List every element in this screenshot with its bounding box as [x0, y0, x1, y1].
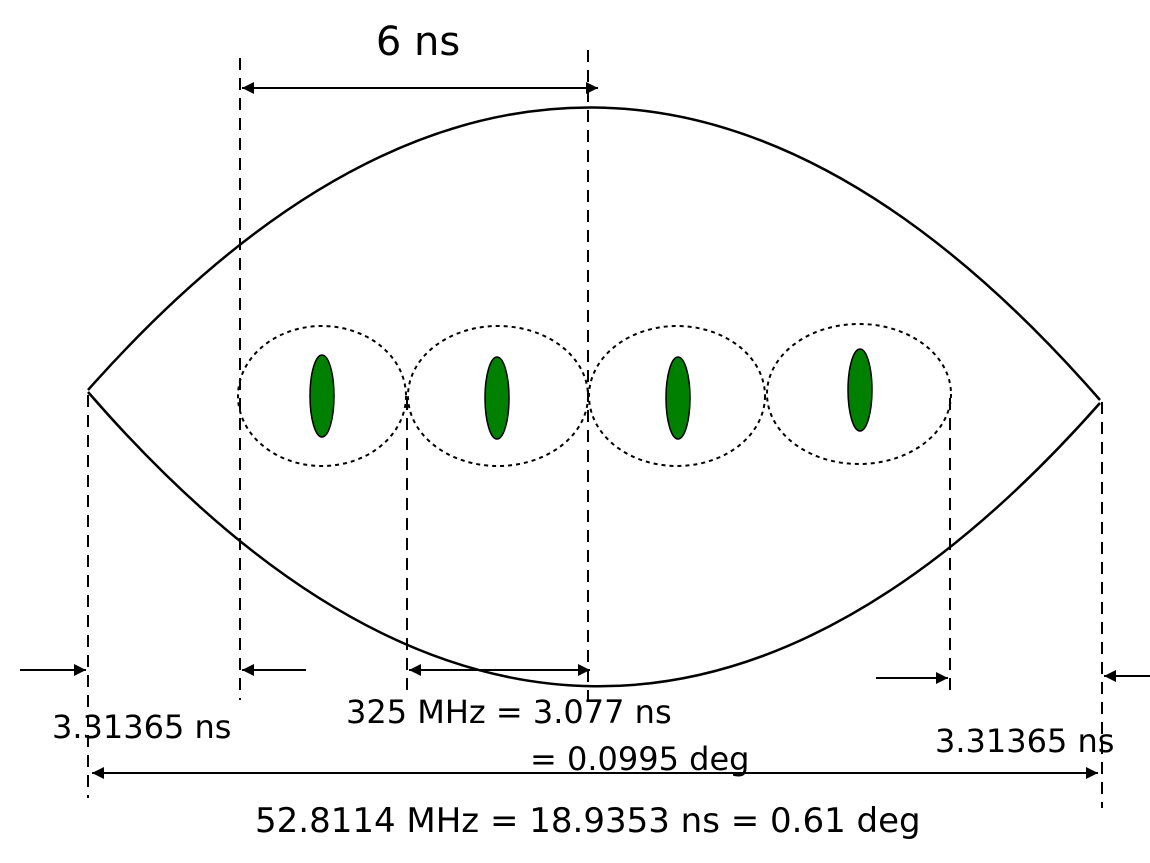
dashed-guides [87, 50, 1103, 808]
bunch-4 [847, 348, 873, 432]
label-right-gap: 3.31365 ns [935, 722, 1114, 760]
bunch-1 [309, 354, 335, 438]
dimension-arrows [20, 82, 1150, 779]
bucket-upper-separatrix [87, 106, 1101, 401]
label-bottom-span: 52.8114 MHz = 18.9353 ns = 0.61 deg [255, 801, 921, 841]
bunches [309, 348, 873, 440]
label-6ns: 6 ns [376, 19, 460, 65]
label-left-gap: 3.31365 ns [52, 708, 231, 746]
bunch-2 [484, 356, 510, 440]
small-buckets [237, 323, 952, 467]
small-bucket-4 [766, 323, 952, 465]
label-325mhz: 325 MHz = 3.077 ns [346, 693, 672, 731]
small-bucket-1 [237, 325, 407, 467]
bunch-3 [665, 356, 691, 440]
label-deg-small: = 0.0995 deg [530, 740, 749, 778]
